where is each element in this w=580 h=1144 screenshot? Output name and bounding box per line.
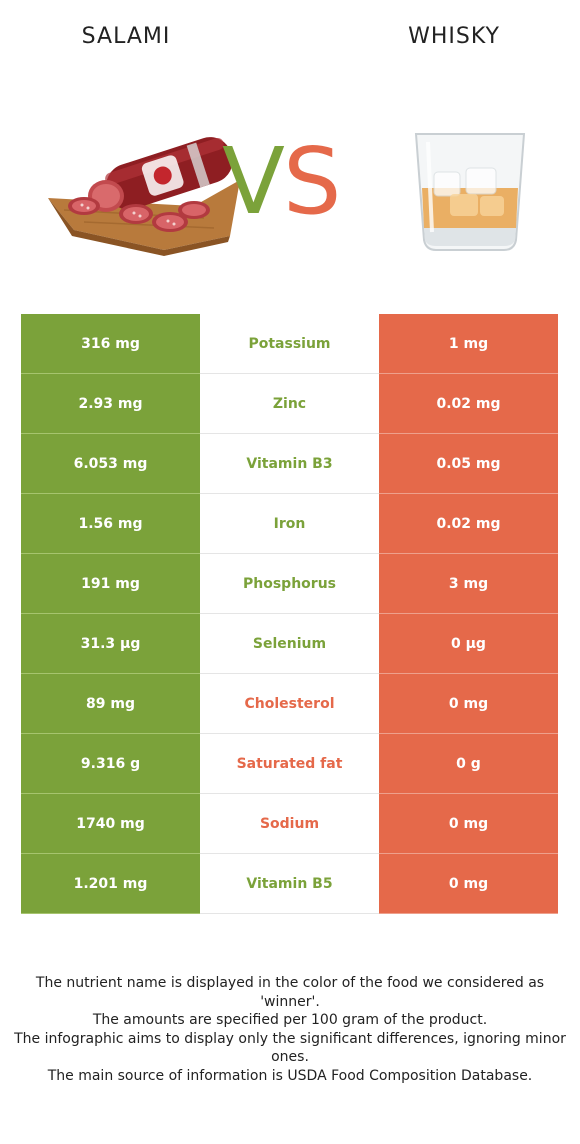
footer-line-amounts: The amounts are specified per 100 gram o… — [92, 1012, 488, 1028]
whisky-value: 0 mg — [379, 854, 558, 914]
nutrient-name: Phosphorus — [200, 554, 379, 614]
nutrient-name: Potassium — [200, 314, 379, 374]
footer-line-winner-color: The nutrient name is displayed in the co… — [35, 975, 545, 1010]
salami-value: 316 mg — [21, 314, 200, 374]
footer-line-significance: The infographic aims to display only the… — [14, 1030, 566, 1066]
whisky-value: 0 µg — [379, 614, 558, 674]
salami-value: 1740 mg — [21, 794, 200, 854]
salami-image — [48, 137, 240, 256]
whisky-value: 0.05 mg — [379, 434, 558, 494]
salami-value: 2.93 mg — [21, 374, 200, 434]
salami-value: 9.316 g — [21, 734, 200, 794]
versus-s: S — [282, 128, 341, 235]
versus-v: V — [222, 128, 285, 235]
table-row: 316 mg Potassium 1 mg — [21, 314, 558, 374]
salami-value: 6.053 mg — [21, 434, 200, 494]
nutrient-name: Iron — [200, 494, 379, 554]
nutrient-comparison-table: 316 mg Potassium 1 mg 2.93 mg Zinc 0.02 … — [21, 314, 558, 914]
salami-value: 31.3 µg — [21, 614, 200, 674]
table-row: 1.201 mg Vitamin B5 0 mg — [21, 854, 558, 914]
salami-value: 89 mg — [21, 674, 200, 734]
table-row: 2.93 mg Zinc 0.02 mg — [21, 374, 558, 434]
table-row: 9.316 g Saturated fat 0 g — [21, 734, 558, 794]
left-food-title: SALAMI — [81, 24, 171, 49]
table-row: 1.56 mg Iron 0.02 mg — [21, 494, 558, 554]
whisky-value: 3 mg — [379, 554, 558, 614]
nutrient-name: Zinc — [200, 374, 379, 434]
footer-line-source: The main source of information is USDA F… — [47, 1067, 533, 1084]
versus-label: VS — [222, 132, 352, 232]
whisky-value: 0.02 mg — [379, 374, 558, 434]
nutrient-name: Vitamin B3 — [200, 434, 379, 494]
salami-value: 1.201 mg — [21, 854, 200, 914]
salami-value: 191 mg — [21, 554, 200, 614]
right-food-title: WHISKY — [408, 24, 500, 49]
table-row: 1740 mg Sodium 0 mg — [21, 794, 558, 854]
table-row: 191 mg Phosphorus 3 mg — [21, 554, 558, 614]
salami-value: 1.56 mg — [21, 494, 200, 554]
whisky-value: 0 g — [379, 734, 558, 794]
footer-notes: The nutrient name is displayed in the co… — [14, 974, 566, 1085]
whisky-value: 0 mg — [379, 674, 558, 734]
table-row: 31.3 µg Selenium 0 µg — [21, 614, 558, 674]
nutrient-name: Saturated fat — [200, 734, 379, 794]
table-row: 89 mg Cholesterol 0 mg — [21, 674, 558, 734]
nutrient-name: Vitamin B5 — [200, 854, 379, 914]
whisky-value: 0.02 mg — [379, 494, 558, 554]
nutrient-name: Selenium — [200, 614, 379, 674]
table-row: 6.053 mg Vitamin B3 0.05 mg — [21, 434, 558, 494]
whisky-value: 1 mg — [379, 314, 558, 374]
whisky-value: 0 mg — [379, 794, 558, 854]
nutrient-name: Cholesterol — [200, 674, 379, 734]
whisky-glass-image — [414, 133, 526, 251]
nutrient-name: Sodium — [200, 794, 379, 854]
